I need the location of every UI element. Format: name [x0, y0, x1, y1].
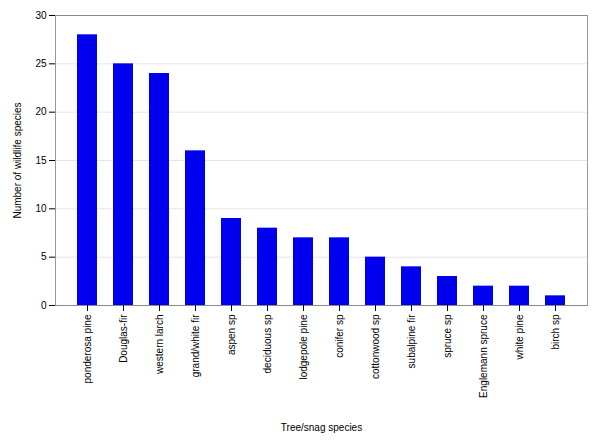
svg-text:subalpine fir: subalpine fir: [406, 314, 417, 369]
svg-text:Tree/snag species: Tree/snag species: [281, 422, 362, 433]
svg-text:0: 0: [41, 300, 47, 311]
svg-text:spruce sp: spruce sp: [442, 314, 453, 358]
svg-text:aspen sp: aspen sp: [226, 314, 237, 355]
svg-text:ponderosa pine: ponderosa pine: [82, 314, 93, 383]
svg-text:white pine: white pine: [514, 314, 525, 360]
svg-text:25: 25: [35, 58, 47, 69]
svg-text:15: 15: [35, 155, 47, 166]
svg-text:30: 30: [35, 10, 47, 21]
svg-text:birch sp: birch sp: [550, 314, 561, 349]
svg-text:Englemann spruce: Englemann spruce: [478, 314, 489, 398]
svg-text:Douglas-fir: Douglas-fir: [118, 314, 129, 363]
svg-text:conifer sp: conifer sp: [334, 314, 345, 358]
svg-text:5: 5: [41, 251, 47, 262]
svg-text:grand/white fir: grand/white fir: [190, 314, 201, 377]
svg-text:cottonwood sp: cottonwood sp: [370, 314, 381, 379]
svg-text:western larch: western larch: [154, 315, 165, 375]
svg-text:deciduous sp: deciduous sp: [262, 314, 273, 373]
svg-text:10: 10: [35, 203, 47, 214]
svg-text:20: 20: [35, 106, 47, 117]
svg-text:lodgepole pine: lodgepole pine: [298, 314, 309, 379]
svg-text:Number of wildlife species: Number of wildlife species: [12, 102, 23, 218]
